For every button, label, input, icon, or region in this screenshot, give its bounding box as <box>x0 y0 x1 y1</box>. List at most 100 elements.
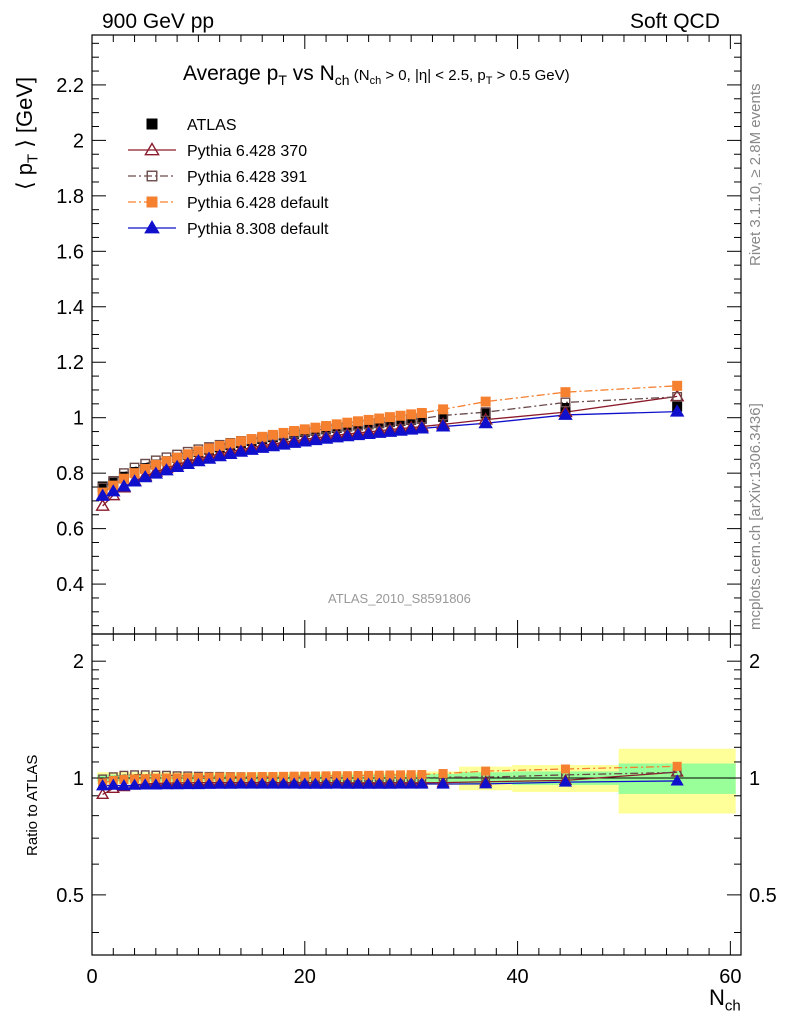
marker-atlas <box>438 411 449 422</box>
marker-pythia-6-428-default <box>438 404 449 415</box>
marker-pythia-8-308-default <box>137 470 153 483</box>
marker-pythia-6-428-default-ratio <box>385 770 395 780</box>
y-tick-label-ratio-right: 0.5 <box>749 885 777 907</box>
marker-pythia-6-428-default <box>214 440 225 451</box>
marker-pythia-8-308-default <box>297 434 313 447</box>
marker-pythia-8-308-default <box>558 407 573 420</box>
header-category-label: Soft QCD <box>630 10 720 33</box>
marker-pythia-6-428-default <box>363 414 374 425</box>
marker-pythia-6-428-default-ratio <box>279 771 289 781</box>
y-tick-label-main: 2 <box>73 130 84 152</box>
marker-pythia-8-308-default-ratio <box>244 777 259 789</box>
marker-pythia-6-428-default-ratio <box>417 770 427 780</box>
marker-pythia-8-308-default <box>361 426 376 440</box>
legend-marker <box>146 170 158 182</box>
x-tick-label: 0 <box>86 966 97 988</box>
marker-pythia-8-308-default-ratio <box>330 777 344 789</box>
marker-pythia-8-308-default-ratio <box>191 777 206 790</box>
legend-marker <box>144 142 160 156</box>
marker-pythia-8-308-default <box>669 404 685 417</box>
marker-atlas <box>97 481 108 492</box>
marker-pythia-8-308-default-ratio <box>287 777 301 789</box>
y-tick-label-main: 1.6 <box>56 241 84 263</box>
axis-ticks <box>91 35 741 955</box>
legend-entry-label: Pythia 6.428 391 <box>187 169 307 186</box>
marker-pythia-8-308-default <box>286 435 302 448</box>
analysis-watermark: ATLAS_2010_S8591806 <box>328 591 471 606</box>
marker-pythia-6-428-default-ratio <box>672 761 682 771</box>
marker-pythia-8-308-default <box>233 444 249 457</box>
marker-pythia-6-428-default <box>129 468 140 479</box>
legend-marker <box>144 220 160 234</box>
marker-pythia-8-308-default <box>393 423 408 436</box>
marker-pythia-6-428-default <box>352 416 363 427</box>
marker-pythia-8-308-default-ratio <box>383 777 397 789</box>
marker-pythia-6-428-default-ratio <box>374 770 384 780</box>
marker-pythia-6-428-default-ratio <box>481 766 491 776</box>
marker-pythia-6-428-default <box>257 431 268 442</box>
marker-pythia-8-308-default-ratio <box>340 777 354 789</box>
marker-pythia-8-308-default <box>223 446 238 459</box>
marker-pythia-8-308-default-ratio <box>558 775 573 787</box>
marker-pythia-8-308-default-ratio <box>361 777 376 789</box>
marker-pythia-8-308-default-ratio <box>298 777 312 789</box>
y-tick-label-main: 0.8 <box>56 463 84 485</box>
marker-pythia-8-308-default-ratio <box>127 778 142 790</box>
marker-pythia-6-428-default-ratio <box>236 772 246 782</box>
marker-pythia-6-428-default-ratio <box>438 769 448 779</box>
marker-pythia-6-428-default <box>406 409 417 420</box>
marker-pythia-8-308-default-ratio <box>415 777 429 789</box>
x-tick-label: 20 <box>294 966 316 988</box>
marker-pythia-6-428-default-ratio <box>215 772 225 782</box>
marker-pythia-8-308-default-ratio <box>202 777 216 789</box>
y-tick-label-ratio-left: 1 <box>73 768 84 790</box>
marker-pythia-8-308-default-ratio <box>181 777 195 790</box>
marker-pythia-6-428-default <box>267 429 278 440</box>
y-tick-label-ratio-left: 2 <box>73 651 84 673</box>
marker-pythia-6-428-default <box>161 456 172 467</box>
marker-pythia-6-428-default <box>172 452 183 463</box>
marker-atlas <box>406 414 417 425</box>
x-tick-label: 40 <box>506 966 528 988</box>
marker-pythia-6-428-default-ratio <box>353 771 363 781</box>
marker-pythia-6-428-default <box>204 443 215 454</box>
rivet-version-label: Rivet 3.1.10, ≥ 2.8M events <box>747 83 764 267</box>
marker-pythia-8-308-default <box>255 440 270 453</box>
marker-pythia-6-428-default <box>331 419 342 430</box>
marker-pythia-8-308-default <box>127 474 142 487</box>
plot-title: Average pT vs Nch (Nch > 0, |η| < 2.5, p… <box>183 62 570 89</box>
marker-pythia-8-308-default <box>403 422 419 435</box>
marker-pythia-8-308-default-ratio <box>255 777 269 789</box>
marker-pythia-8-308-default <box>244 442 259 455</box>
marker-pythia-8-308-default <box>414 421 430 434</box>
marker-pythia-8-308-default-ratio <box>96 779 110 791</box>
marker-pythia-8-308-default-ratio <box>149 778 163 790</box>
marker-pythia-6-428-default-ratio <box>172 773 182 783</box>
marker-pythia-6-428-370-ratio <box>96 787 110 800</box>
y-tick-label-main: 1.2 <box>56 352 84 374</box>
y-tick-label-main: 1.4 <box>56 297 84 319</box>
marker-pythia-6-428-default-ratio <box>193 773 203 783</box>
marker-pythia-6-428-default <box>118 473 129 484</box>
marker-pythia-8-308-default <box>350 427 366 441</box>
marker-pythia-6-428-default <box>289 426 300 437</box>
y-tick-label-main: 1 <box>73 408 84 430</box>
marker-pythia-8-308-default-ratio <box>351 777 365 789</box>
tick-labels: 0.40.60.811.21.41.61.822.20.5 0.51 12 20 20 4… <box>56 75 777 988</box>
marker-pythia-8-308-default-ratio <box>117 779 131 791</box>
marker-pythia-8-308-default <box>212 448 227 462</box>
series-line-main <box>102 396 678 489</box>
marker-pythia-6-428-default-ratio <box>289 771 299 781</box>
marker-pythia-6-428-default-ratio <box>225 772 235 782</box>
legend-entry-label: ATLAS <box>187 117 237 134</box>
y-tick-label-ratio-left: 0.5 <box>56 885 84 907</box>
marker-pythia-6-428-default-ratio <box>300 771 310 781</box>
legend-marker <box>146 196 158 208</box>
marker-pythia-8-308-default <box>148 466 164 479</box>
y-tick-label-main: 0.4 <box>56 574 84 596</box>
marker-pythia-6-428-default-ratio <box>268 772 278 782</box>
ratio-panel-frame <box>91 633 742 956</box>
legend-entry-label: Pythia 6.428 370 <box>187 143 307 160</box>
marker-pythia-6-428-default <box>225 438 236 449</box>
